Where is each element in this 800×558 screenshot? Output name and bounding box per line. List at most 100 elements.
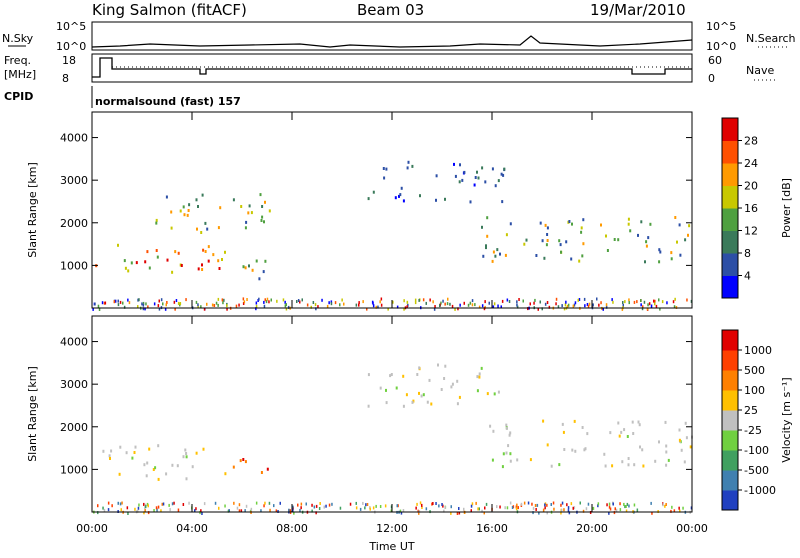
echo-cell — [580, 230, 583, 234]
noise-cell — [621, 307, 624, 311]
echo-cell — [463, 170, 466, 174]
freq-tick-top: 18 — [62, 54, 76, 67]
noise-cell — [142, 307, 145, 311]
echo-cell — [182, 455, 185, 459]
freq-trace — [92, 57, 692, 78]
noise-cell — [236, 506, 239, 510]
colorbar-tick-label: -500 — [744, 464, 769, 477]
echo-cell — [250, 211, 253, 215]
noise-cell — [671, 505, 673, 509]
noise-cell — [661, 300, 664, 304]
echo-cell — [645, 240, 648, 244]
noise-cell — [177, 508, 180, 512]
noise-cell — [97, 504, 99, 508]
echo-cell — [201, 268, 204, 271]
noise-cell — [142, 303, 145, 307]
noise-cell — [318, 507, 321, 510]
noise-cell — [640, 299, 642, 302]
echo-cell — [182, 205, 185, 209]
echo-cell — [179, 209, 182, 213]
noise-cell — [372, 506, 375, 510]
noise-cell — [415, 506, 417, 510]
noise-cell — [157, 505, 160, 509]
echo-cell — [247, 211, 250, 215]
echo-cell — [578, 259, 581, 263]
echo-cell — [110, 449, 113, 453]
echo-cell — [217, 226, 220, 230]
echo-cell — [130, 261, 133, 265]
noise-cell — [600, 301, 602, 305]
noise-cell — [662, 503, 664, 507]
echo-cell — [640, 220, 643, 224]
echo-cell — [505, 423, 508, 427]
y-tick-label: 2000 — [60, 217, 88, 230]
noise-cell — [117, 303, 120, 307]
noise-cell — [642, 305, 644, 309]
echo-cell — [501, 200, 504, 204]
noise-cell — [608, 511, 610, 515]
noise-cell — [557, 305, 560, 309]
colorbar-tick-label: 1000 — [744, 344, 772, 357]
noise-cell — [583, 297, 586, 301]
echo-cell — [119, 445, 122, 449]
noise-cell — [365, 503, 367, 507]
x-tick-label: 00:00 — [676, 522, 708, 535]
echo-cell — [435, 198, 437, 202]
echo-cell — [154, 466, 157, 470]
echo-cell — [492, 250, 495, 254]
noise-cell — [555, 302, 557, 306]
noise-cell — [516, 303, 518, 307]
noise-cell — [598, 303, 600, 307]
noise-cell — [622, 304, 624, 307]
noise-cell — [97, 511, 99, 515]
noise-cell — [492, 305, 495, 309]
noise-cell — [238, 503, 241, 507]
noise-cell — [555, 297, 558, 301]
noise-cell — [567, 303, 570, 307]
noise-cell — [512, 505, 515, 509]
noise-cell — [544, 302, 547, 306]
noise-cell — [429, 298, 431, 302]
noise-cell — [331, 502, 333, 506]
echo-cell — [188, 203, 191, 207]
noise-cell — [217, 297, 220, 301]
echo-cell — [260, 219, 263, 222]
echo-cell — [109, 457, 111, 460]
noise-cell — [541, 307, 543, 311]
noise-cell — [296, 300, 298, 303]
noise-cell — [136, 509, 139, 513]
echo-cell — [402, 374, 405, 378]
noise-cell — [475, 501, 477, 505]
freq-tick-bottom: 8 — [62, 72, 69, 85]
noise-cell — [292, 505, 294, 509]
noise-cell — [431, 502, 433, 506]
noise-cell — [624, 300, 626, 304]
echo-cell — [485, 246, 487, 250]
echo-cell — [155, 218, 158, 222]
noise-cell — [421, 503, 423, 507]
noise-cell — [560, 503, 562, 507]
echo-cell — [609, 431, 612, 435]
noise-cell — [147, 511, 150, 515]
noise-cell — [285, 303, 287, 307]
echo-cell — [478, 375, 481, 379]
echo-cell — [416, 373, 419, 376]
echo-cell — [212, 253, 215, 257]
noise-cell — [442, 299, 444, 303]
echo-cell — [525, 238, 528, 242]
noise-cell — [396, 504, 398, 508]
echo-cell — [156, 255, 159, 259]
noise-cell — [586, 303, 589, 306]
echo-cell — [125, 451, 128, 455]
echo-cell — [611, 464, 614, 468]
noise-cell — [536, 503, 539, 507]
count-strip-frame — [91, 21, 693, 51]
echo-cell — [411, 164, 414, 168]
noise-cell — [162, 502, 165, 506]
echo-cell — [185, 477, 188, 481]
noise-cell — [419, 501, 422, 505]
power-panel: 1000 2000 3000 4000 Slant Range [km] 28 24 20 16… — [26, 111, 793, 311]
noise-cell — [674, 297, 676, 301]
echo-cell — [385, 401, 388, 405]
noise-cell — [141, 302, 143, 306]
